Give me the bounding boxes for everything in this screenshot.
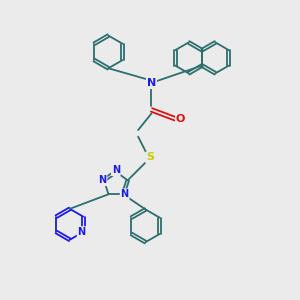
Text: N: N — [112, 165, 120, 175]
Text: N: N — [121, 189, 129, 199]
Text: N: N — [78, 227, 86, 237]
Text: N: N — [98, 175, 106, 185]
Text: S: S — [146, 152, 154, 162]
Text: O: O — [176, 114, 185, 124]
Text: N: N — [147, 78, 156, 88]
